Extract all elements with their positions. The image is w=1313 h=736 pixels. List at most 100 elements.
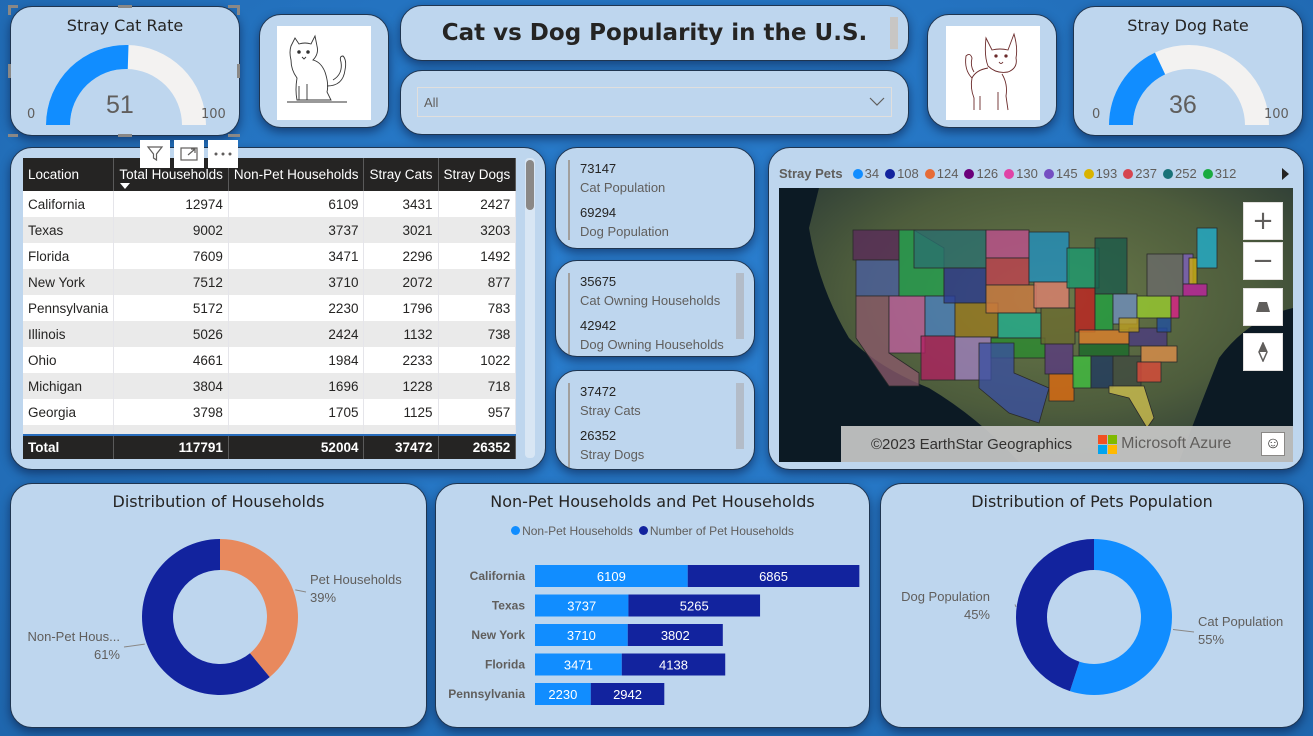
state-region[interactable] <box>997 312 1042 339</box>
state-region[interactable] <box>1188 257 1198 285</box>
table-row[interactable]: Michigan 3804 1696 1228 718 <box>23 373 517 399</box>
state-region[interactable] <box>855 259 900 297</box>
zoom-in-button[interactable]: + <box>1243 202 1283 240</box>
state-region[interactable] <box>1033 281 1070 309</box>
state-region[interactable] <box>1118 317 1140 333</box>
filter-icon[interactable] <box>140 140 170 168</box>
state-region[interactable] <box>1156 317 1172 333</box>
resize-handle[interactable] <box>228 5 240 8</box>
more-options-icon[interactable] <box>208 140 238 168</box>
location-slicer-dropdown[interactable]: All <box>417 87 892 117</box>
state-region[interactable] <box>1044 343 1074 375</box>
smiley-feedback-icon[interactable]: ☺ <box>1261 432 1285 456</box>
legend-item[interactable]: Number of Pet Households <box>638 524 794 538</box>
bar-segment[interactable] <box>535 565 688 587</box>
resize-handle[interactable] <box>8 134 18 137</box>
bar-segment[interactable] <box>535 624 628 646</box>
state-region[interactable] <box>920 335 956 381</box>
legend-item[interactable]: 124 <box>924 166 958 181</box>
resize-handle[interactable] <box>8 5 11 15</box>
state-region[interactable] <box>985 284 1037 314</box>
table-row[interactable]: Ohio 4661 1984 2233 1022 <box>23 347 517 373</box>
column-header-stray-cats[interactable]: Stray Cats <box>363 158 439 191</box>
table-row[interactable]: Florida 7609 3471 2296 1492 <box>23 243 517 269</box>
legend-item[interactable]: 126 <box>964 166 998 181</box>
gauge-fill[interactable] <box>1109 52 1166 126</box>
donut-slice[interactable] <box>1069 539 1172 695</box>
resize-handle[interactable] <box>228 134 240 137</box>
state-region[interactable] <box>1170 295 1180 319</box>
state-region[interactable] <box>1028 231 1070 283</box>
bar-segment[interactable] <box>535 594 629 617</box>
table-row[interactable]: Texas 9002 3737 3021 3203 <box>23 217 517 243</box>
state-region[interactable] <box>1074 287 1096 333</box>
state-region[interactable] <box>1094 237 1128 295</box>
state-region[interactable] <box>888 295 926 354</box>
state-region[interactable] <box>1090 355 1114 389</box>
state-region[interactable] <box>1040 307 1076 345</box>
state-region[interactable] <box>985 229 1030 259</box>
donut-slice[interactable] <box>220 539 299 678</box>
bar-segment[interactable] <box>535 683 591 705</box>
table-scrollbar-track[interactable] <box>525 158 535 458</box>
legend-item[interactable]: 237 <box>1123 166 1157 181</box>
state-region[interactable] <box>1146 253 1184 297</box>
donut-slice[interactable] <box>1016 539 1094 692</box>
state-region[interactable] <box>1072 355 1092 389</box>
zoom-out-button[interactable]: − <box>1243 242 1283 280</box>
legend-item[interactable]: 34 <box>852 166 879 181</box>
legend-item[interactable]: 130 <box>1004 166 1038 181</box>
state-region[interactable] <box>985 257 1030 286</box>
table-row[interactable]: Pennsylvania 5172 2230 1796 783 <box>23 295 517 321</box>
bar-segment[interactable] <box>628 594 761 617</box>
stray-dog-rate-gauge[interactable]: Stray Dog Rate 0 100 36 <box>1073 6 1303 136</box>
bar-segment[interactable] <box>621 653 726 676</box>
bar-segment[interactable] <box>627 624 723 646</box>
state-region[interactable] <box>1112 355 1142 387</box>
resize-handle[interactable] <box>237 5 240 15</box>
pitch-button[interactable] <box>1243 288 1283 326</box>
resize-handle[interactable] <box>118 5 132 8</box>
state-region[interactable] <box>1140 345 1178 363</box>
table-row-partial[interactable] <box>23 425 517 435</box>
resize-handle[interactable] <box>8 64 11 78</box>
legend-item[interactable]: Non-Pet Households <box>511 524 633 538</box>
state-region[interactable] <box>978 342 1050 424</box>
state-region[interactable] <box>1196 227 1218 269</box>
compass-button[interactable] <box>1243 333 1283 371</box>
map-canvas[interactable]: + − ©2023 EarthStar Geographics Microsof… <box>779 188 1293 462</box>
resize-handle[interactable] <box>118 134 132 137</box>
state-region[interactable] <box>1066 247 1100 289</box>
legend-item[interactable]: 108 <box>885 166 919 181</box>
state-region[interactable] <box>1136 295 1172 319</box>
legend-next-arrow-icon[interactable] <box>1282 168 1289 180</box>
state-region[interactable] <box>1094 293 1114 331</box>
scrollbar[interactable] <box>736 383 744 449</box>
bar-segment[interactable] <box>687 565 860 587</box>
table-row[interactable]: Illinois 5026 2424 1132 738 <box>23 321 517 347</box>
state-region[interactable] <box>1048 373 1075 402</box>
column-header-location[interactable]: Location <box>23 158 115 191</box>
resize-handle[interactable] <box>237 64 240 78</box>
legend-item[interactable]: 312 <box>1202 166 1236 181</box>
state-region[interactable] <box>1078 343 1130 357</box>
scrollbar[interactable] <box>890 17 898 49</box>
state-region[interactable] <box>1136 361 1162 383</box>
focus-mode-icon[interactable] <box>174 140 204 168</box>
bar-segment[interactable] <box>535 653 622 676</box>
table-scrollbar-thumb[interactable] <box>526 160 534 210</box>
column-header-non-pet-households[interactable]: Non-Pet Households <box>228 158 365 191</box>
state-region[interactable] <box>913 229 987 269</box>
state-region[interactable] <box>1182 283 1208 297</box>
stray-cat-rate-gauge[interactable]: Stray Cat Rate 0 100 51 <box>10 6 240 136</box>
table-row[interactable]: Georgia 3798 1705 1125 957 <box>23 399 517 425</box>
column-header-stray-dogs[interactable]: Stray Dogs <box>438 158 517 191</box>
legend-item[interactable]: 193 <box>1083 166 1117 181</box>
bar-segment[interactable] <box>590 683 665 705</box>
legend-item[interactable]: 145 <box>1043 166 1078 181</box>
table-row[interactable]: New York 7512 3710 2072 877 <box>23 269 517 295</box>
state-region[interactable] <box>852 229 900 261</box>
resize-handle[interactable] <box>8 5 18 8</box>
gauge-fill[interactable] <box>46 45 129 125</box>
donut-slice[interactable] <box>142 539 270 695</box>
